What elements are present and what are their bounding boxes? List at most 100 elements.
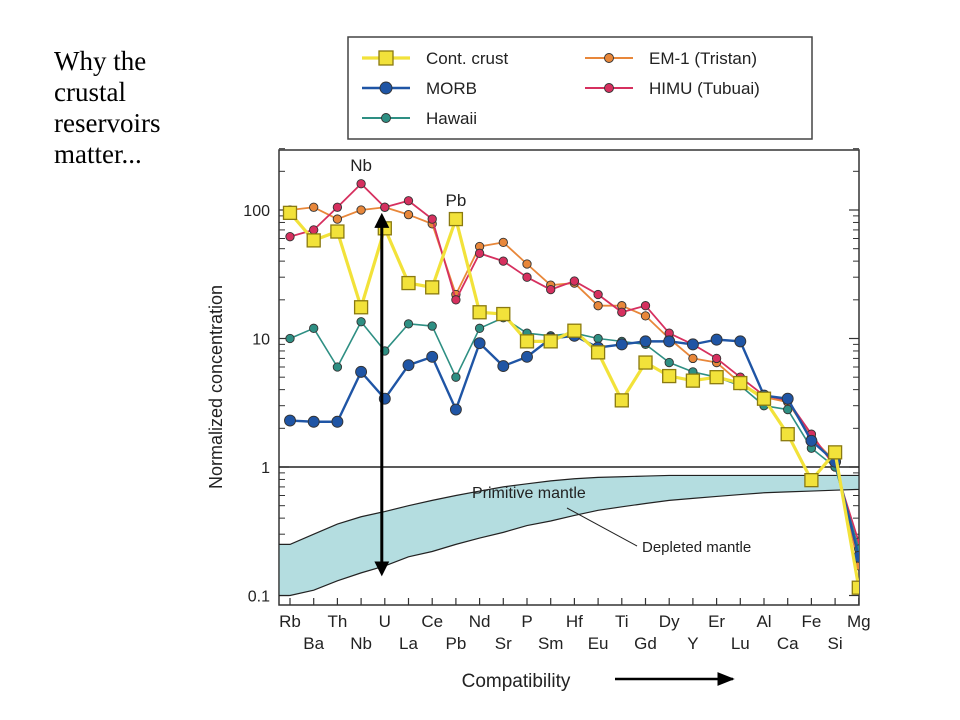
data-point	[448, 211, 464, 227]
data-point	[472, 305, 487, 320]
x-tick-label: Si	[828, 634, 843, 653]
data-point	[663, 335, 676, 348]
legend-label: Hawaii	[426, 109, 477, 128]
data-point	[309, 202, 319, 212]
x-tick-label: Fe	[801, 612, 821, 631]
x-tick-label: Ca	[777, 634, 799, 653]
data-point	[332, 202, 343, 212]
data-point	[827, 445, 843, 460]
data-point	[593, 289, 603, 300]
legend: Cont. crust MORB Hawaii EM-1 (Tristan) HIMU …	[347, 36, 813, 140]
data-point	[617, 307, 627, 317]
title-line-1: Why the	[54, 46, 147, 76]
x-tick-label: Th	[327, 612, 347, 631]
data-point	[662, 368, 677, 384]
data-point	[331, 415, 344, 428]
data-point	[685, 373, 701, 388]
data-point	[356, 179, 366, 189]
data-point	[353, 300, 369, 315]
data-point	[449, 403, 462, 416]
data-point	[425, 280, 440, 295]
data-point	[497, 360, 510, 373]
data-point	[851, 580, 859, 595]
x-tick-label: U	[379, 612, 391, 631]
data-point	[688, 353, 698, 364]
legend-swatch-marker	[379, 81, 393, 95]
x-tick-label: Rb	[279, 612, 301, 631]
data-point	[309, 225, 319, 235]
data-point	[356, 205, 366, 215]
y-tick-label: 1	[261, 460, 270, 477]
data-point	[427, 321, 437, 331]
legend-label: MORB	[426, 79, 477, 98]
y-tick-label: 100	[243, 203, 270, 220]
data-point	[356, 317, 366, 327]
title-line-3: reservoirs	[54, 108, 161, 138]
slide-title: Why the crustal reservoirs matter...	[54, 46, 204, 170]
data-point	[309, 323, 319, 333]
x-tick-label: Dy	[659, 612, 680, 631]
data-point	[473, 337, 486, 350]
data-point	[285, 333, 295, 344]
depleted-mantle-label: Depleted mantle	[642, 539, 751, 556]
x-tick-label: P	[521, 612, 532, 631]
data-point	[780, 427, 795, 442]
data-point	[756, 391, 772, 406]
data-point	[640, 311, 651, 321]
data-point	[567, 323, 582, 338]
legend-label: Cont. crust	[426, 49, 508, 68]
data-point	[590, 345, 606, 360]
data-point	[615, 338, 628, 351]
legend-swatch-marker	[604, 83, 614, 93]
data-point	[781, 392, 794, 405]
x-tick-label: Al	[756, 612, 771, 631]
depleted-mantle-leader	[566, 507, 638, 547]
data-point	[664, 357, 674, 368]
data-point	[546, 284, 556, 295]
data-point	[614, 393, 629, 408]
data-point	[332, 214, 343, 224]
data-point	[307, 415, 320, 428]
legend-label: EM-1 (Tristan)	[649, 49, 757, 68]
data-point	[355, 365, 368, 378]
title-line-4: matter...	[54, 139, 142, 169]
data-point	[519, 334, 535, 349]
data-point	[640, 301, 651, 311]
x-tick-label: Sm	[538, 634, 564, 653]
data-point	[402, 359, 415, 372]
data-point	[474, 323, 485, 333]
annotation-label: Pb	[446, 191, 467, 210]
x-tick-label: Ba	[303, 634, 324, 653]
x-tick-label: Hf	[566, 612, 583, 631]
legend-label: HIMU (Tubuai)	[649, 79, 760, 98]
data-point	[733, 375, 748, 391]
data-point	[638, 355, 653, 370]
legend-swatch-marker	[604, 53, 614, 63]
legend-swatch-marker	[378, 50, 394, 66]
data-point	[593, 301, 603, 311]
data-point	[451, 372, 461, 382]
data-point	[498, 237, 508, 248]
data-point	[427, 214, 437, 224]
depleted-mantle-band	[279, 474, 859, 597]
title-line-2: crustal	[54, 77, 126, 107]
y-tick-label: 10	[252, 332, 270, 349]
data-point	[521, 350, 533, 363]
data-point	[403, 196, 414, 206]
series-cont-crust	[282, 205, 859, 595]
data-point	[332, 362, 343, 372]
x-tick-label: Gd	[634, 634, 657, 653]
data-point	[710, 333, 723, 346]
data-point	[686, 338, 699, 351]
x-tick-label: Sr	[495, 634, 512, 653]
data-point	[403, 319, 414, 329]
x-tick-label: Eu	[588, 634, 609, 653]
data-point	[401, 275, 416, 291]
legend-swatch-marker	[381, 113, 391, 123]
y-tick-label: 0.1	[248, 589, 270, 606]
x-tick-label: Mg	[847, 612, 871, 631]
x-tick-label: Lu	[731, 634, 750, 653]
data-point	[711, 353, 722, 364]
data-point	[451, 295, 461, 305]
data-point	[639, 335, 652, 348]
